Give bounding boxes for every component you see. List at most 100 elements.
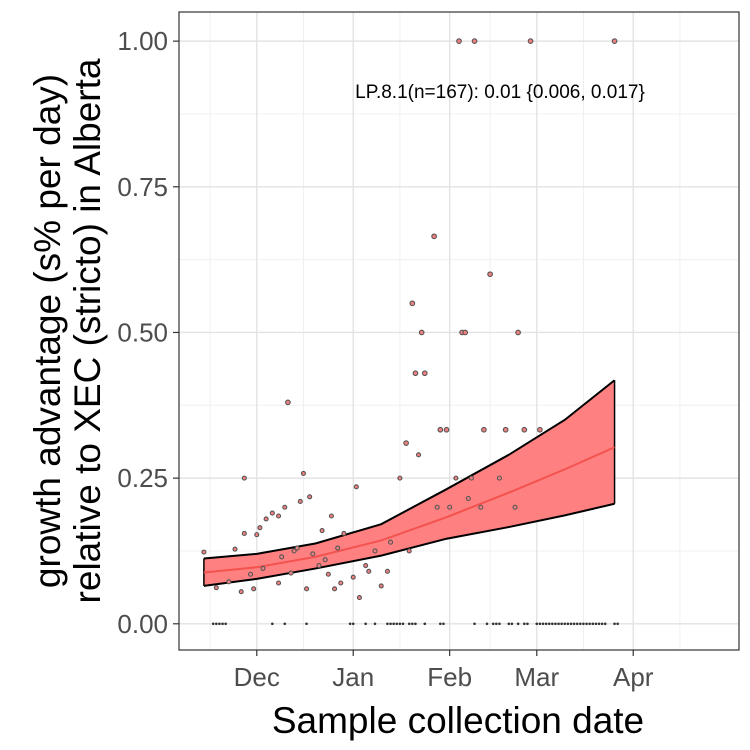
- zero-data-point: [616, 622, 619, 626]
- data-point: [487, 271, 493, 278]
- data-point: [412, 370, 419, 377]
- zero-data-point: [557, 622, 560, 626]
- zero-data-point: [541, 622, 545, 626]
- data-point: [328, 513, 334, 519]
- zero-data-point: [348, 622, 352, 626]
- zero-data-point: [498, 622, 501, 626]
- data-point: [409, 300, 416, 307]
- data-point: [257, 525, 263, 531]
- data-point: [241, 475, 247, 481]
- data-point: [332, 586, 338, 592]
- zero-data-point: [535, 622, 539, 626]
- data-point: [288, 570, 294, 576]
- zero-data-point: [283, 622, 287, 626]
- zero-data-point: [538, 622, 542, 626]
- data-point: [478, 504, 484, 510]
- data-point: [338, 580, 344, 586]
- zero-data-point: [224, 622, 227, 626]
- grid-lines: [179, 12, 739, 650]
- zero-data-point: [221, 622, 224, 626]
- zero-data-point: [594, 622, 598, 626]
- data-point: [515, 329, 521, 336]
- data-point: [372, 548, 378, 554]
- zero-data-point: [579, 622, 582, 626]
- data-point: [304, 586, 310, 592]
- zero-data-point: [566, 622, 570, 626]
- zero-data-point: [603, 622, 607, 626]
- zero-data-point: [585, 622, 588, 626]
- data-point: [434, 504, 440, 510]
- data-point: [378, 583, 384, 589]
- x-tick-label: Jan: [332, 662, 374, 692]
- zero-data-point: [547, 622, 551, 626]
- y-axis-title-line-2: relative to XEC (stricto) in Alberta: [67, 58, 108, 603]
- data-point: [611, 38, 618, 44]
- data-point: [263, 516, 269, 522]
- zero-data-point: [211, 622, 215, 626]
- data-point: [416, 452, 422, 458]
- zero-data-point: [544, 622, 548, 626]
- data-point: [260, 565, 266, 571]
- data-point: [232, 546, 238, 552]
- zero-data-point: [526, 622, 529, 626]
- y-axis-title: growth advantage (s% per day) relative t…: [27, 58, 108, 603]
- x-tick-label: Feb: [427, 662, 472, 692]
- zero-data-point: [582, 622, 585, 626]
- data-point: [310, 551, 316, 557]
- zero-data-point: [516, 622, 520, 626]
- data-point: [403, 440, 409, 447]
- zero-data-point: [305, 622, 308, 626]
- zero-data-point: [572, 622, 576, 626]
- data-point: [201, 549, 207, 555]
- data-point: [291, 548, 297, 554]
- x-tick-label: Mar: [514, 662, 559, 692]
- data-point: [307, 494, 313, 500]
- data-point: [471, 38, 478, 44]
- data-point: [238, 589, 244, 595]
- confidence-ribbon-layer: [203, 379, 616, 587]
- data-point: [269, 510, 275, 516]
- data-point: [285, 399, 291, 406]
- data-point: [496, 475, 502, 481]
- data-point: [437, 426, 444, 433]
- x-tick-label: Dec: [234, 662, 280, 692]
- x-axis: Dec Jan Feb Mar Apr: [234, 650, 654, 692]
- data-point: [241, 530, 247, 537]
- zero-data-point: [613, 622, 616, 626]
- data-point: [325, 571, 331, 577]
- zero-data-point: [392, 622, 395, 626]
- data-point: [276, 580, 282, 586]
- data-point: [521, 426, 528, 433]
- zero-data-point: [473, 622, 476, 626]
- y-tick-label: 0.00: [117, 609, 168, 639]
- ribbon-upper-bound: [203, 379, 616, 560]
- zero-data-point: [495, 622, 498, 626]
- data-point: [213, 585, 219, 591]
- zero-data-point: [551, 622, 554, 626]
- data-point: [341, 530, 347, 537]
- data-point: [322, 557, 328, 563]
- data-point: [254, 532, 260, 538]
- data-point: [366, 568, 372, 574]
- data-point: [363, 562, 369, 569]
- data-point: [335, 545, 341, 551]
- zero-data-point: [560, 622, 563, 626]
- zero-data-point: [389, 622, 392, 626]
- data-point: [353, 484, 359, 490]
- data-point: [431, 233, 437, 240]
- data-point: [297, 498, 303, 504]
- zero-data-point: [600, 622, 604, 626]
- zero-data-point: [442, 622, 445, 626]
- y-tick-label: 0.25: [117, 463, 168, 493]
- data-point: [251, 586, 257, 592]
- plot-panel-border: [178, 11, 740, 651]
- data-point: [462, 329, 469, 336]
- zero-data-point: [554, 622, 557, 626]
- ribbon-lower-bound: [203, 502, 615, 587]
- zero-data-point: [588, 622, 591, 626]
- zero-data-point: [414, 622, 417, 626]
- data-point: [319, 528, 325, 534]
- fit-mean-line: [203, 446, 615, 574]
